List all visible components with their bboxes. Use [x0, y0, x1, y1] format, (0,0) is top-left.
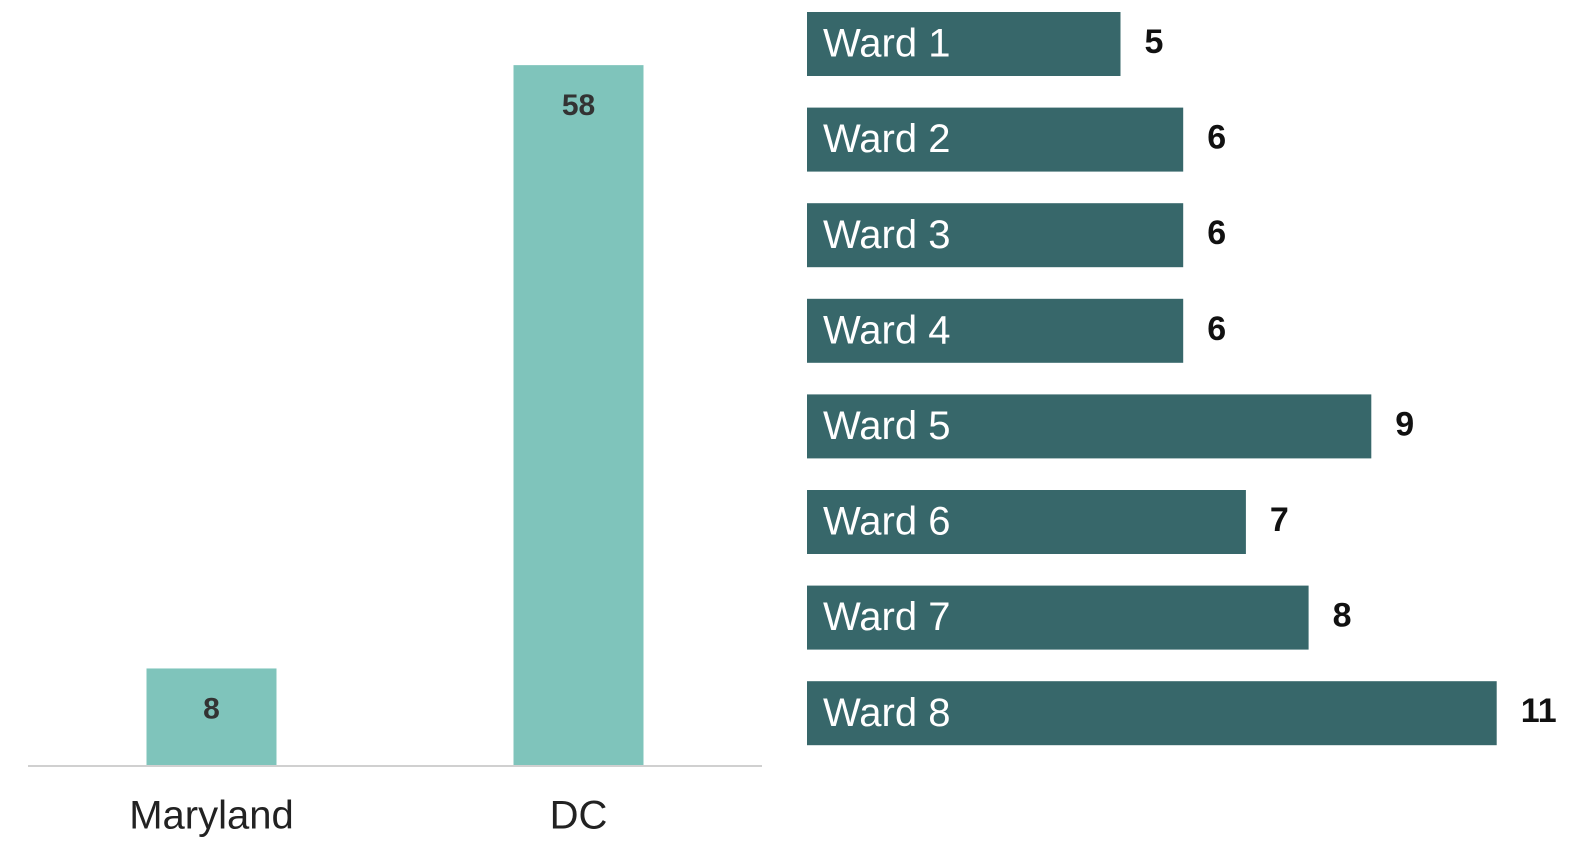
- value-label: 11: [1521, 692, 1557, 730]
- bar: [807, 681, 1497, 746]
- value-label: 5: [1145, 23, 1164, 61]
- value-label: 7: [1270, 501, 1289, 539]
- bar: [807, 107, 1184, 172]
- value-label: 8: [1333, 597, 1352, 635]
- bar: [513, 65, 644, 766]
- category-label: Ward 8: [823, 691, 950, 735]
- category-label: Ward 1: [823, 22, 950, 66]
- bar: [146, 668, 277, 765]
- value-label: 6: [1207, 119, 1226, 157]
- category-label: Ward 4: [823, 308, 950, 352]
- bar: [807, 298, 1184, 363]
- value-label: 6: [1207, 310, 1226, 348]
- value-label: 6: [1207, 214, 1226, 252]
- category-label: Ward 3: [823, 213, 950, 257]
- category-label: Ward 7: [823, 595, 950, 639]
- bar: [807, 394, 1372, 459]
- category-label: Ward 5: [823, 404, 950, 448]
- bar: [807, 203, 1184, 268]
- category-label: Ward 6: [823, 500, 950, 544]
- value-label: 8: [203, 692, 220, 725]
- value-label: 9: [1395, 405, 1414, 443]
- category-label: Ward 2: [823, 117, 950, 161]
- x-tick-label: Maryland: [129, 794, 294, 838]
- bar: [807, 490, 1246, 554]
- value-label: 58: [562, 89, 595, 122]
- bar: [807, 12, 1121, 76]
- bar: [807, 585, 1309, 650]
- x-tick-label: DC: [550, 794, 608, 838]
